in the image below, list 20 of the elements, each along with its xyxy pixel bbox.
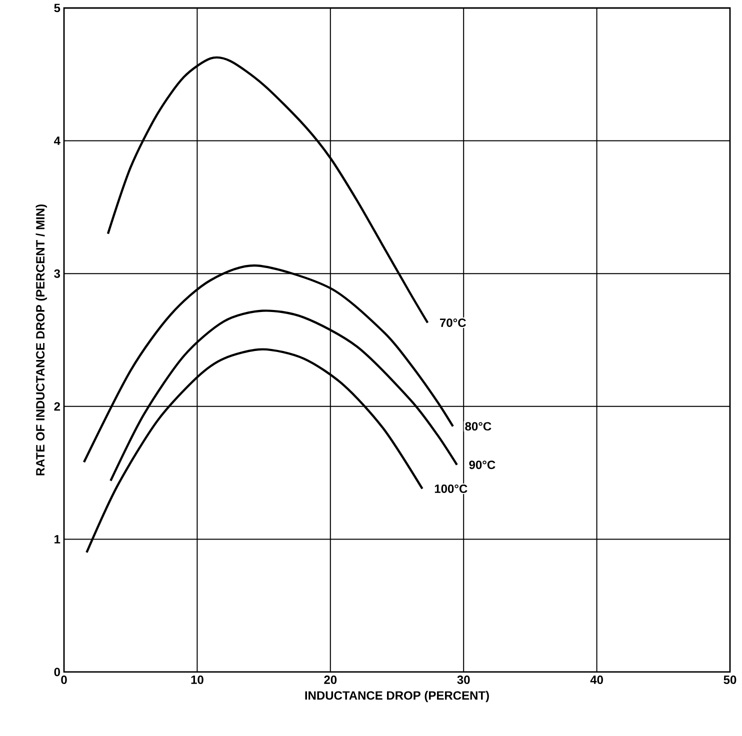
y-tick-label: 2: [54, 402, 60, 411]
y-axis-title: RATE OF INDUCTANCE DROP (PERCENT / MIN): [36, 204, 47, 476]
series-label: 90°C: [469, 460, 496, 470]
x-tick-label: 10: [191, 676, 204, 684]
y-tick-label: 3: [54, 269, 60, 278]
y-tick-label: 1: [54, 535, 60, 544]
x-tick-label: 40: [590, 676, 603, 684]
series-label: 80°C: [465, 422, 492, 431]
y-tick-label: 0: [54, 668, 60, 676]
y-tick-label: 5: [54, 4, 60, 12]
x-tick-label: 30: [457, 676, 470, 684]
line-series: [106, 56, 429, 324]
x-tick-label: 50: [724, 676, 736, 684]
x-tick-label: 0: [61, 676, 67, 684]
series-label: 70°C: [440, 318, 466, 327]
x-tick-label: 20: [324, 676, 337, 684]
series-label: 100°C: [434, 484, 468, 493]
y-tick-label: 4: [54, 136, 60, 145]
line-series: [86, 348, 424, 554]
x-axis-title: INDUCTANCE DROP (PERCENT): [305, 690, 489, 702]
